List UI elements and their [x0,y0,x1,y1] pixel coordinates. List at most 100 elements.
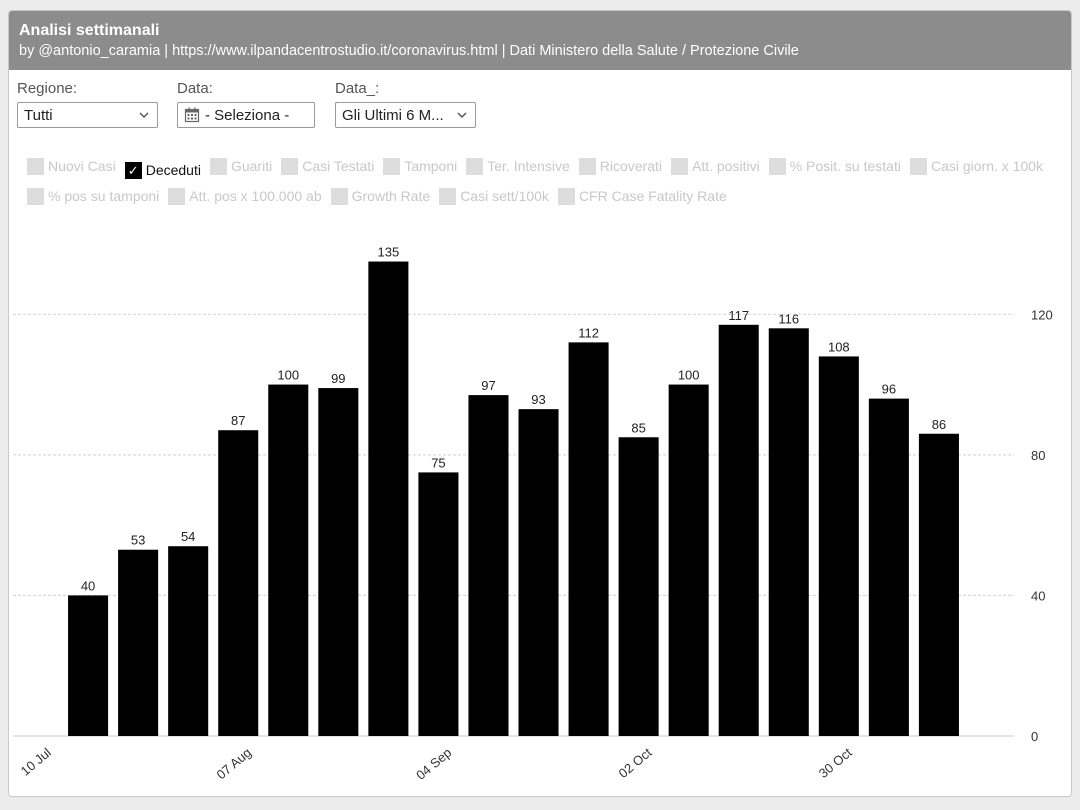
checkbox-icon[interactable] [768,157,786,175]
checkbox-icon[interactable] [439,187,457,205]
legend-item[interactable]: ✓ Deceduti [124,157,201,183]
legend-item[interactable]: Ricoverati [578,153,662,179]
legend-label: Casi sett/100k [460,188,549,204]
filter-data2-label: Data_: [335,80,380,97]
checkbox-icon[interactable] [330,187,348,205]
legend-label: % pos su tamponi [48,188,160,204]
bar-value-label: 54 [181,529,195,544]
x-tick-label: 04 Sep [413,745,454,783]
chevron-down-icon [457,112,467,119]
bar[interactable] [218,430,259,736]
y-tick-label: 80 [1031,448,1045,463]
bar-value-label: 53 [131,533,145,548]
y-tick-label: 0 [1031,729,1038,744]
legend-item[interactable]: Casi giorn. x 100k [909,153,1043,179]
legend-label: Casi Testati [302,158,375,174]
bar[interactable] [168,546,209,736]
bar[interactable] [768,328,809,736]
bar[interactable] [418,472,459,736]
bar-value-label: 116 [778,311,799,326]
bar-value-label: 135 [378,245,400,260]
bar[interactable] [918,433,959,736]
checkbox-icon[interactable] [909,157,927,175]
legend-label: Deceduti [145,162,201,178]
checkbox-icon[interactable] [578,157,596,175]
legend-item[interactable]: Casi sett/100k [439,183,549,209]
bar[interactable] [518,409,559,736]
legend-item[interactable]: Ter. Intensive [466,153,570,179]
legend-label: CFR Case Fatality Rate [578,188,727,204]
checkbox-icon[interactable] [466,157,484,175]
data-date-value: - Seleziona - [205,106,290,124]
legend-label: % Posit. su testati [789,158,901,174]
panel-header: Analisi settimanali by @antonio_caramia … [9,11,1071,70]
filter-data2: Data_: Gli Ultimi 6 M... [335,81,476,128]
filter-data: Data: - Seleziona - [177,81,315,128]
bar[interactable] [268,384,309,736]
bar[interactable] [868,398,909,736]
legend-item[interactable]: % pos su tamponi [27,183,159,209]
bar[interactable] [468,395,509,736]
panel-title: Analisi settimanali [19,22,160,39]
checkbox-icon[interactable] [168,187,186,205]
y-tick-label: 40 [1031,588,1045,603]
bar[interactable] [118,549,159,736]
bar-value-label: 93 [531,392,545,407]
checkbox-icon[interactable] [281,157,299,175]
bar-value-label: 108 [828,339,850,354]
checkbox-icon[interactable] [27,157,44,175]
legend-item[interactable]: CFR Case Fatality Rate [557,183,727,209]
bar[interactable] [668,384,709,736]
bar-value-label: 99 [331,371,345,386]
legend-item[interactable]: Nuovi Casi [27,153,116,179]
legend-item[interactable]: Casi Testati [281,153,374,179]
checkbox-icon[interactable] [27,187,44,205]
bar[interactable] [618,437,659,736]
bar-value-label: 75 [431,455,445,470]
x-tick-label: 02 Oct [616,745,655,781]
legend-item[interactable]: Guariti [209,153,272,179]
data-range-select[interactable]: Gli Ultimi 6 M... [335,102,476,128]
checkbox-icon[interactable] [209,157,227,175]
legend-item[interactable]: % Posit. su testati [768,153,901,179]
bar[interactable] [568,342,609,736]
legend-label: Growth Rate [351,188,431,204]
bar-value-label: 100 [277,368,299,383]
checkbox-icon[interactable] [670,157,688,175]
bar[interactable] [718,324,759,736]
legend-item[interactable]: Growth Rate [330,183,431,209]
bar-value-label: 86 [932,417,946,432]
measure-legend: Nuovi Casi ✓ Deceduti Guariti Casi Testati Ta… [27,153,1067,213]
legend-label: Ricoverati [599,158,662,174]
bar-value-label: 87 [231,413,245,428]
filter-regione: Regione: Tutti [17,81,158,128]
regione-select[interactable]: Tutti [17,102,158,128]
chevron-down-icon [139,112,149,119]
checkbox-icon[interactable] [557,187,575,205]
legend-item[interactable]: Tamponi [383,153,457,179]
checkbox-checked-icon[interactable]: ✓ [124,161,142,179]
legend-label: Ter. Intensive [487,158,570,174]
bar-value-label: 100 [678,368,700,383]
bar-value-label: 85 [631,420,645,435]
x-tick-label: 07 Aug [213,745,254,783]
legend-label: Att. pos x 100.000 ab [189,188,322,204]
checkbox-icon[interactable] [383,157,401,175]
bar[interactable] [318,388,359,736]
bar-value-label: 40 [81,578,95,593]
legend-item[interactable]: Att. positivi [670,153,760,179]
bar[interactable] [368,261,409,736]
x-tick-label: 30 Oct [816,745,855,781]
bar-value-label: 117 [728,308,749,323]
data-date-picker[interactable]: - Seleziona - [177,102,315,128]
legend-item[interactable]: Att. pos x 100.000 ab [168,183,322,209]
filter-regione-label: Regione: [17,80,78,97]
bar[interactable] [68,595,109,736]
bar[interactable] [818,356,859,736]
y-tick-label: 120 [1031,307,1053,322]
x-tick-label: 10 Jul [18,745,54,779]
bar-value-label: 97 [481,378,495,393]
bar-chart: 0 40 80 120 40 53 54 87 100 99 135 75 97 93 112 85 100 11… [13,245,1053,783]
analysis-panel: Analisi settimanali by @antonio_caramia … [8,10,1072,797]
bar-value-label: 112 [578,325,599,340]
